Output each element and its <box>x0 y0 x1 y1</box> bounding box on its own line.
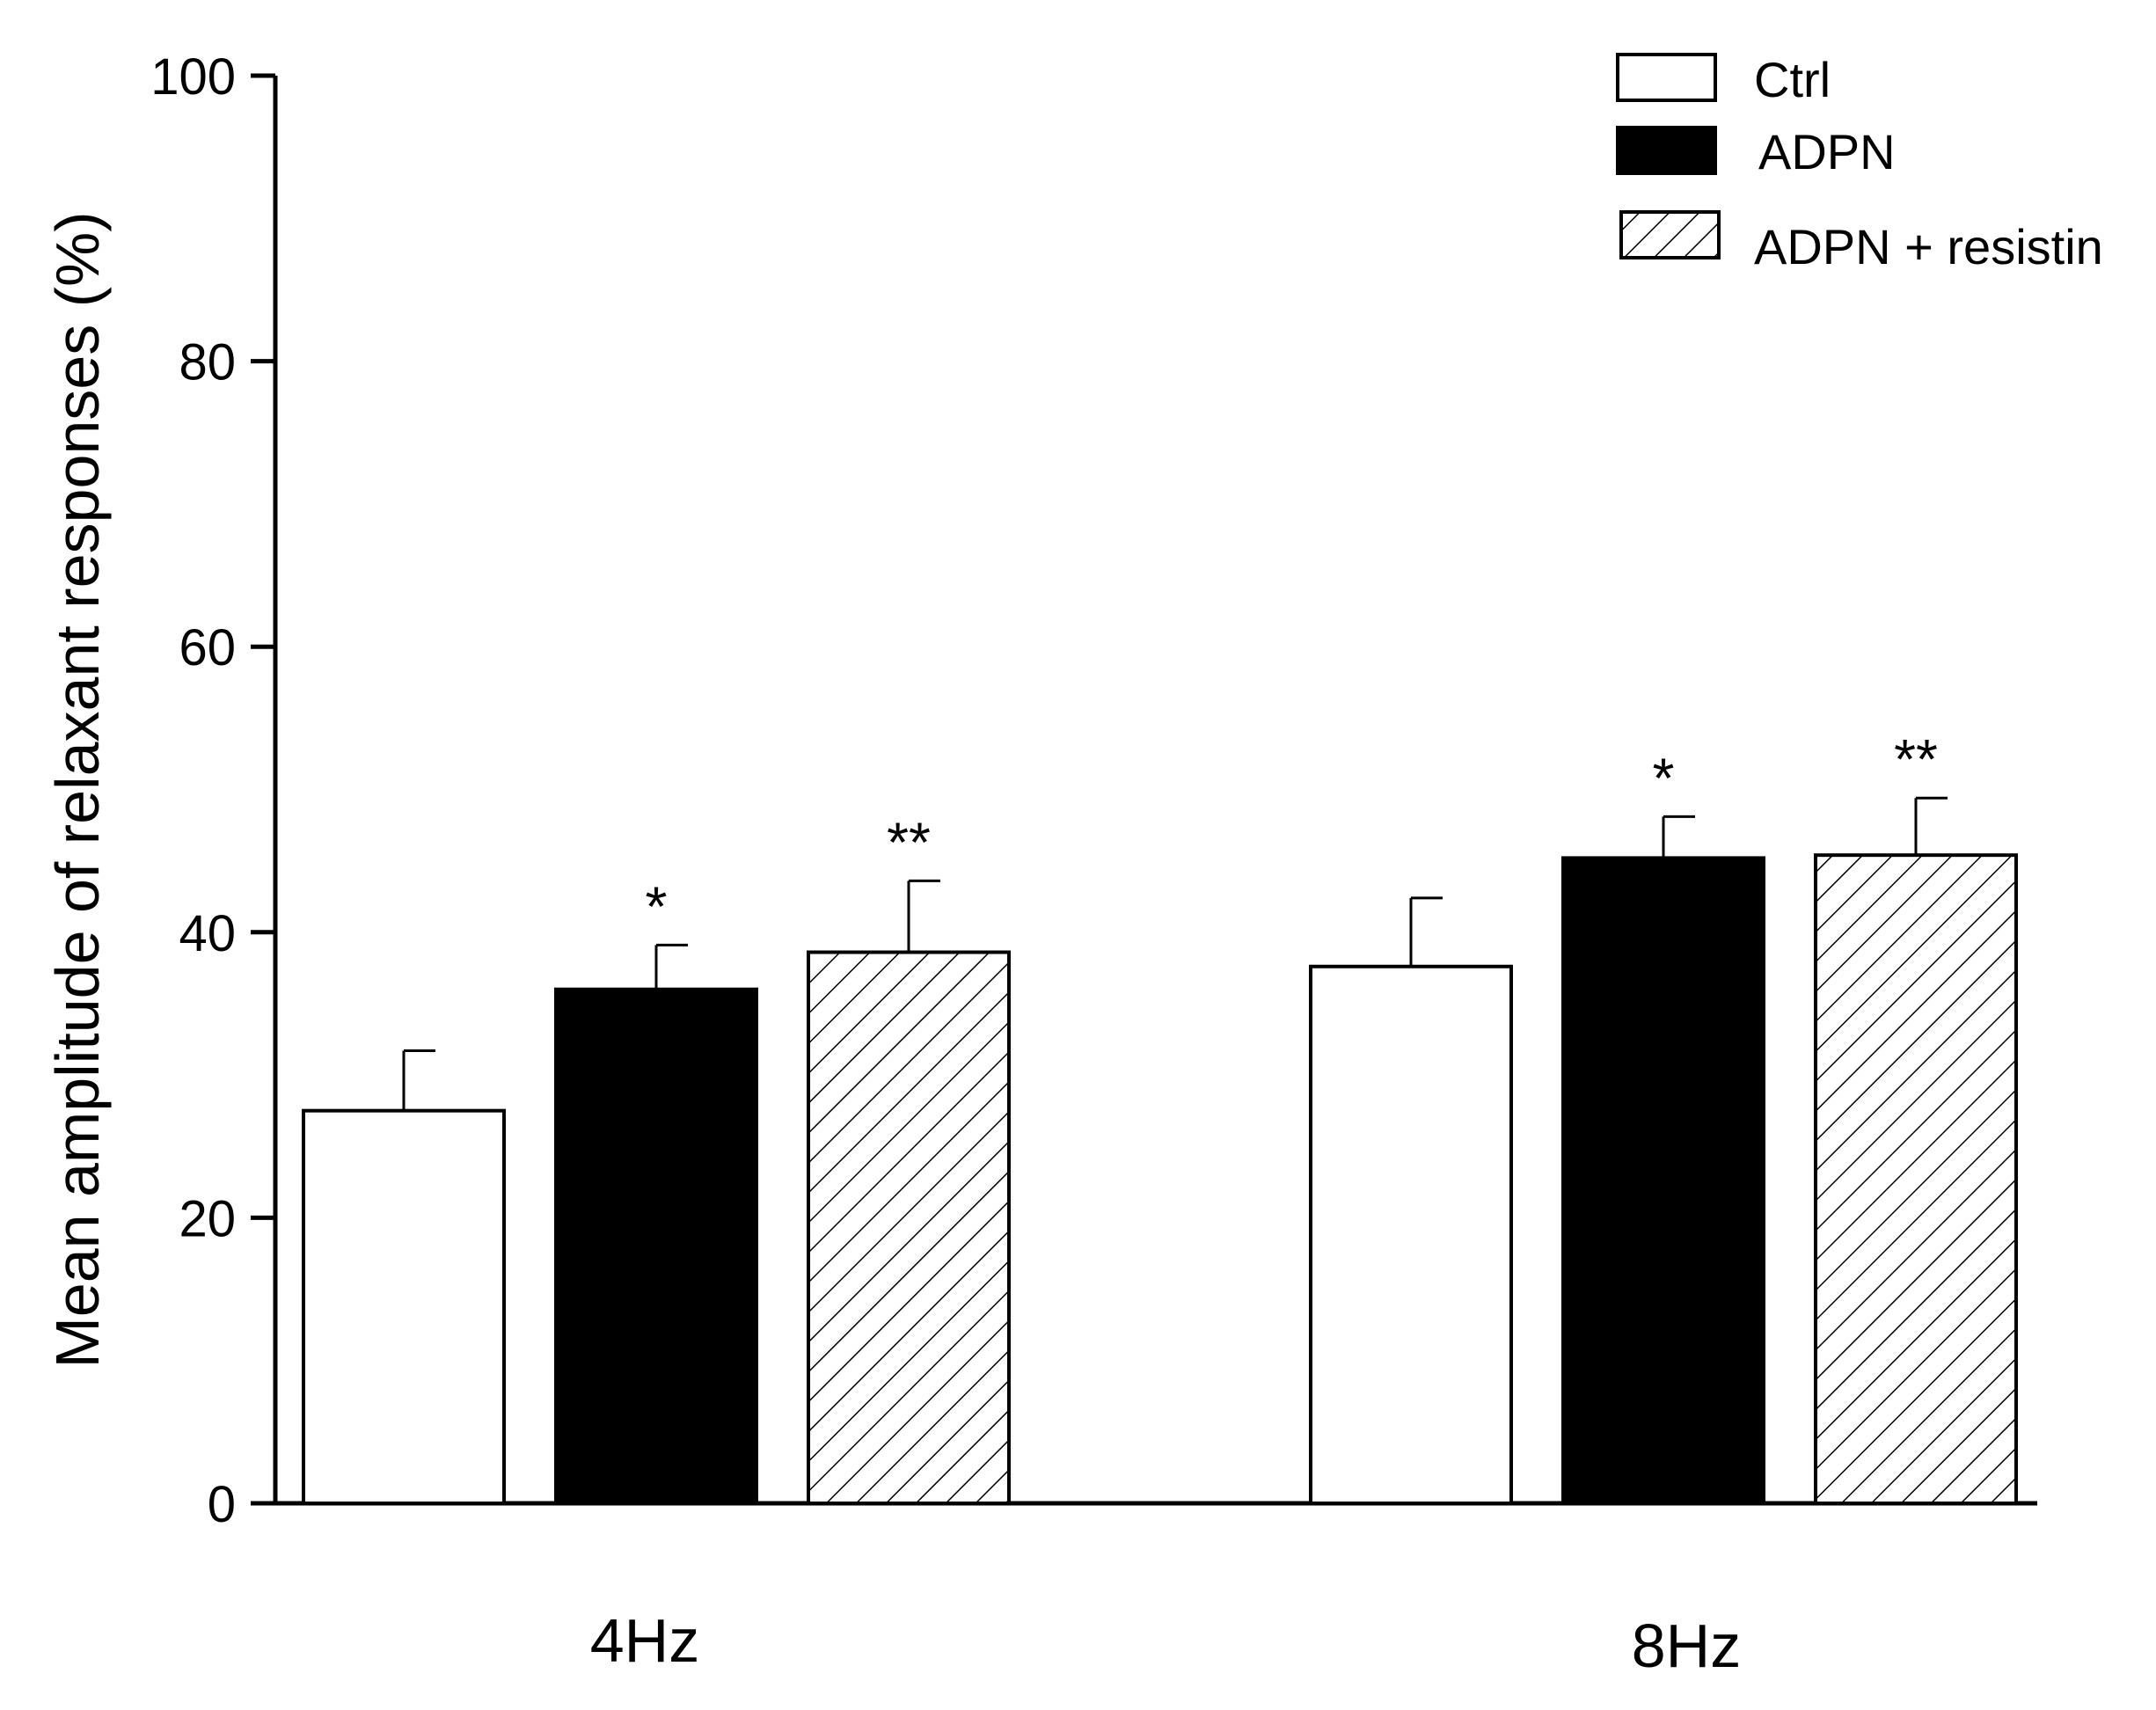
x-category-labels: 4Hz 8Hz <box>590 1606 1741 1680</box>
bar <box>1309 964 1513 1505</box>
legend-label-ctrl: Ctrl <box>1754 52 1831 107</box>
bar <box>554 987 758 1505</box>
legend-swatch-adpn-resistin <box>1619 210 1721 259</box>
legend-swatch-adpn <box>1616 126 1717 175</box>
bars: **** ** <box>302 727 2018 1506</box>
y-tick-label: 40 <box>179 905 236 962</box>
y-tick-label: 60 <box>179 619 236 676</box>
y-ticks: 0 20 40 60 80 100 <box>150 48 275 1533</box>
bar <box>302 1108 506 1506</box>
significance-label: ** <box>1894 727 1938 791</box>
legend-swatch-ctrl <box>1616 53 1717 102</box>
significance-label: * <box>1653 746 1675 809</box>
legend: Ctrl ADPN ADPN + resistin <box>1616 52 2103 274</box>
bar <box>1814 853 2018 1505</box>
y-tick-label: 20 <box>179 1190 236 1247</box>
x-category-label: 4Hz <box>590 1606 699 1675</box>
y-tick-label: 80 <box>179 334 236 391</box>
legend-label-adpn-resistin: ADPN + resistin <box>1754 219 2103 274</box>
significance-label: * <box>646 874 668 938</box>
significance-label: ** <box>887 810 931 873</box>
y-tick-label: 0 <box>208 1476 236 1533</box>
x-category-label: 8Hz <box>1632 1611 1741 1680</box>
legend-label-adpn: ADPN <box>1758 124 1896 179</box>
y-axis-title: Mean amplitude of relaxant responses (%) <box>43 211 112 1368</box>
bar <box>1561 856 1765 1505</box>
y-tick-label: 100 <box>150 48 236 106</box>
bar <box>807 950 1011 1505</box>
